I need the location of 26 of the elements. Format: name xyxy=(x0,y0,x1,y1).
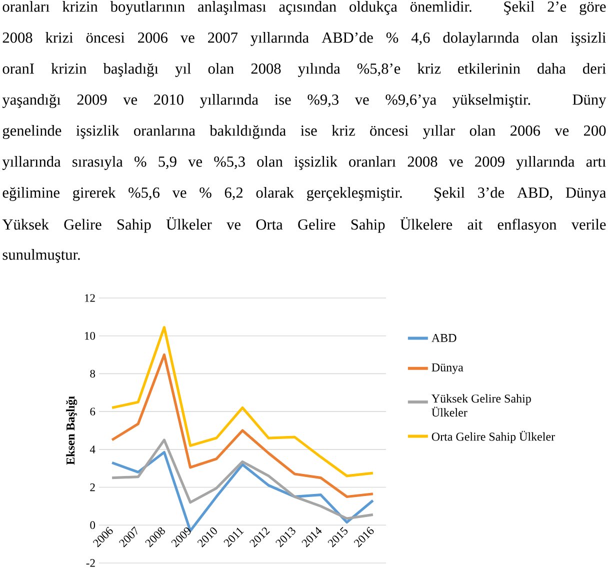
text: genelinde işsizlik oranlarına bakıldığında ise kriz öncesi yıllar olan 2006 ve 200 xyxy=(2,125,606,139)
y-axis-title: Eksen Başlığı xyxy=(66,396,78,465)
y-tick-label: 0 xyxy=(90,521,96,530)
y-tick-label: 2 xyxy=(90,483,95,492)
legend-label: Orta Gelire Sahip Ülkeler xyxy=(432,430,555,444)
text: sunulmuştur. xyxy=(2,249,80,263)
legend-label: Dünya xyxy=(432,363,464,374)
legend-label: Yüksek Gelire Sahip Ülkeler xyxy=(432,394,531,417)
legend-label: ABD xyxy=(432,334,456,342)
y-tick-label: 12 xyxy=(84,294,95,302)
y-tick-label: -2 xyxy=(86,559,95,567)
line-series xyxy=(110,353,374,498)
x-tick-label: 2011 xyxy=(224,528,244,548)
text: oranI krizin başladığı yıl olan 2008 yılında %5,8’e kriz etkilerinin daha deri xyxy=(2,63,606,77)
y-tick-label: 4 xyxy=(90,446,96,454)
text: yaşandığı 2009 ve 2010 yıllarında ise %9,3 ve %9,6’ya yükselmiştir. Düny xyxy=(2,94,606,108)
text: eğilimine girerek %5,6 ve % 6,2 olarak gerçekleşmiştir. Şekil 3’de ABD, Dünya xyxy=(2,187,606,201)
y-tick-label: 8 xyxy=(90,370,96,378)
y-tick-label: 10 xyxy=(84,332,96,340)
text: oranları krizin boyutlarının anlaşılması açısından oldukça önemlidir. Şekil 2’e göre xyxy=(2,1,606,15)
y-tick-label: 6 xyxy=(90,408,96,416)
text: 2008 krizi öncesi 2006 ve 2007 yıllarında ABD’de % 4,6 dolaylarında olan işsizli xyxy=(2,32,606,46)
line-series xyxy=(110,438,374,520)
text: yıllarında sırasıyla % 5,9 ve %5,3 olan işsizlik oranları 2008 ve 2009 yıllarında artı xyxy=(2,156,606,170)
line-series xyxy=(110,326,374,478)
text: Yüksek Gelire Sahip Ülkeler ve Orta Gelire Sahip Ülkelere ait enflasyon verile xyxy=(2,217,606,233)
